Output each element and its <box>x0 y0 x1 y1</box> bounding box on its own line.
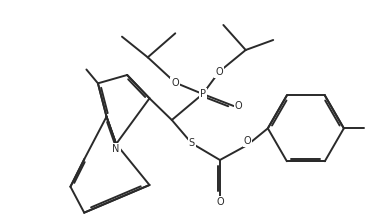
Text: N: N <box>113 144 120 154</box>
Text: O: O <box>216 197 224 207</box>
Text: O: O <box>243 136 251 146</box>
Text: P: P <box>200 89 206 99</box>
Text: S: S <box>189 138 195 148</box>
Text: O: O <box>172 78 179 88</box>
Text: O: O <box>215 67 223 77</box>
Text: O: O <box>235 101 242 111</box>
